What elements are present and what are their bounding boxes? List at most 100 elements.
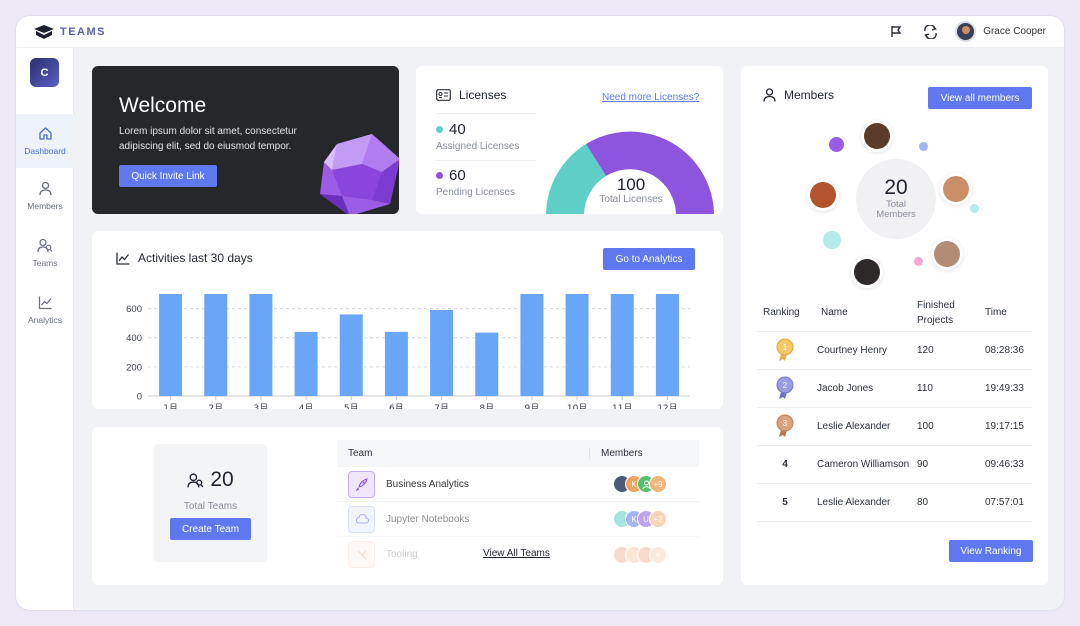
table-row[interactable]: Business Analytics K +9 (337, 467, 699, 502)
total-teams-label: Total Teams (183, 501, 238, 512)
sync-icon[interactable] (921, 23, 939, 41)
view-all-members-button[interactable]: View all members (928, 87, 1032, 109)
x-tick-label: 5月 (344, 403, 359, 409)
x-tick-label: 11月 (612, 403, 632, 409)
bar (339, 314, 363, 396)
activities-card: Activities last 30 days Go to Analytics … (92, 231, 723, 409)
rank-number: 4 (782, 459, 788, 470)
total-teams-stat: 20 (154, 468, 267, 492)
member-avatar[interactable] (851, 256, 883, 288)
sidebar-item-members[interactable]: Members (16, 169, 74, 223)
bar (430, 310, 454, 396)
gold-medal-icon: 1 (774, 338, 796, 364)
bar (520, 294, 544, 396)
more-members-badge: + (649, 545, 667, 564)
member-avatar[interactable] (807, 179, 839, 211)
flag-icon[interactable] (887, 23, 905, 41)
ranking-row[interactable]: 5 Leslie Alexander 80 07:57:01 (757, 484, 1032, 522)
bar (294, 331, 318, 396)
member-avatar[interactable] (940, 173, 972, 205)
cloud-icon (348, 505, 375, 533)
team-name: Business Analytics (386, 478, 469, 490)
bar (610, 294, 634, 396)
pending-count: 60 (449, 167, 466, 184)
teams-table: Team Members Business Analytics K +9 (337, 440, 699, 572)
decorative-dot (970, 204, 979, 213)
ranking-row[interactable]: 1 Courtney Henry 120 08:28:36 (757, 332, 1032, 370)
x-tick-label: 7月 (434, 403, 449, 409)
brand-logo[interactable]: TEAMS (34, 25, 106, 39)
svg-text:3: 3 (783, 419, 788, 428)
time-column-header: Time (985, 307, 1007, 318)
view-all-teams-link[interactable]: View All Teams (483, 548, 550, 559)
table-row[interactable]: Tooling + (337, 537, 699, 572)
members-column-header: Members (601, 448, 643, 459)
create-team-button[interactable]: Create Team (170, 518, 251, 540)
members-total-label: Members (876, 209, 916, 220)
members-total: 20 Total Members (856, 176, 936, 220)
team-name: Tooling (386, 549, 418, 560)
x-tick-label: 12月 (657, 403, 677, 409)
name-column-header: Name (821, 307, 848, 318)
user-name: Grace Cooper (983, 26, 1046, 37)
finished-projects: 80 (917, 497, 929, 508)
welcome-card: Welcome Lorem ipsum dolor sit amet, cons… (92, 66, 399, 214)
x-tick-label: 1月 (163, 403, 178, 409)
go-to-analytics-button[interactable]: Go to Analytics (603, 248, 695, 270)
x-tick-label: 10月 (567, 403, 587, 409)
chart-line-icon (116, 252, 130, 265)
bar (204, 294, 228, 396)
user-menu[interactable]: Grace Cooper (955, 21, 1046, 42)
divider (436, 113, 536, 114)
sidebar: C Dashboard Members Teams Analytics (16, 48, 74, 610)
sidebar-item-dashboard[interactable]: Dashboard (16, 114, 74, 168)
time-value: 08:28:36 (985, 345, 1024, 356)
view-ranking-button[interactable]: View Ranking (949, 540, 1033, 562)
x-tick-label: 9月 (525, 403, 540, 409)
silver-medal-icon: 2 (774, 376, 796, 402)
member-avatar[interactable] (931, 238, 963, 270)
licenses-total-value: 100 (616, 175, 646, 194)
pending-licenses-value: 60 (436, 167, 466, 184)
divider (436, 160, 536, 161)
ranking-table-header: Ranking Name Finished Projects Time (757, 294, 1032, 332)
ranking-row[interactable]: 4 Cameron Williamson 90 09:46:33 (757, 446, 1032, 484)
members-total-value: 20 (884, 176, 908, 199)
top-bar: TEAMS Grace Cooper (16, 16, 1064, 48)
teams-card: 20 Total Teams Create Team Team Members … (92, 427, 723, 585)
ranking-row[interactable]: 2 Jacob Jones 110 19:49:33 (757, 370, 1032, 408)
need-more-licenses-link[interactable]: Need more Licenses? (602, 92, 700, 103)
assigned-dot (436, 126, 443, 133)
bar (159, 294, 183, 396)
y-tick-label: 200 (126, 362, 142, 373)
sidebar-item-label: Teams (32, 258, 58, 268)
person-icon (38, 181, 52, 196)
svg-text:2: 2 (783, 381, 788, 390)
member-name: Courtney Henry (817, 345, 888, 356)
x-tick-label: 8月 (479, 403, 494, 409)
teams-icon (187, 472, 204, 487)
quick-invite-button[interactable]: Quick Invite Link (119, 165, 217, 187)
more-members-badge: +9 (649, 475, 667, 493)
y-tick-label: 400 (126, 333, 142, 344)
table-row[interactable]: Jupyter Notebooks K U +2 (337, 502, 699, 537)
x-tick-label: 6月 (389, 403, 404, 409)
activities-header: Activities last 30 days (116, 251, 253, 265)
activities-bar-chart: 0 200 400 600 1月 2月 3月 4月 5月 6月 7月 8月 9月 10月 11月 12月 (126, 294, 690, 409)
member-name: Leslie Alexander (817, 421, 891, 432)
sidebar-item-teams[interactable]: Teams (16, 226, 74, 280)
rocket-icon (348, 470, 375, 498)
bar (475, 332, 499, 396)
sidebar-item-analytics[interactable]: Analytics (16, 283, 74, 337)
license-card-icon (436, 89, 451, 101)
total-teams-panel: 20 Total Teams Create Team (154, 444, 267, 562)
more-members-badge: +2 (649, 510, 667, 528)
licenses-title: Licenses (459, 88, 507, 102)
members-title: Members (784, 88, 835, 102)
time-value: 19:17:15 (985, 421, 1024, 432)
member-avatar[interactable] (861, 120, 893, 152)
members-header: Members (763, 88, 834, 102)
team-name: Jupyter Notebooks (386, 513, 470, 525)
ranking-row[interactable]: 3 Leslie Alexander 100 19:17:15 (757, 408, 1032, 446)
org-badge[interactable]: C (30, 58, 59, 87)
